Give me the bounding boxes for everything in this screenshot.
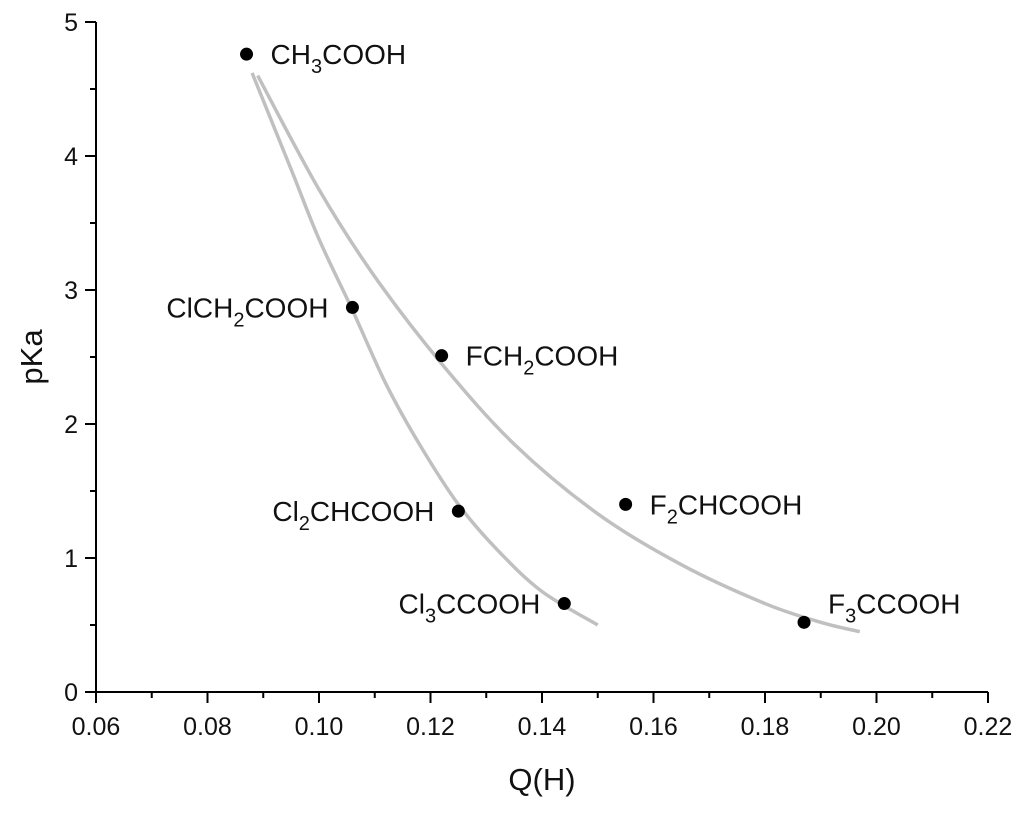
point-label-Cl3CCOOH: Cl3CCOOH	[398, 589, 540, 628]
y-axis-title: pKa	[14, 329, 49, 385]
chloro-fit-curve	[250, 72, 599, 627]
data-point-Cl3CCOOH	[557, 597, 571, 611]
point-label-Cl2CHCOOH: Cl2CHCOOH	[272, 496, 434, 535]
label-text: FCH	[466, 341, 524, 372]
x-tick-label: 0.18	[741, 713, 790, 741]
point-labels: CH3COOHClCH2COOHFCH2COOHCl2CHCOOHCl3CCOO…	[166, 39, 960, 627]
data-point-FCH2COOH	[435, 349, 449, 363]
x-tick-label: 0.20	[852, 713, 901, 741]
x-ticks: 0.06 0.08 0.10 0.12 0.14 0.16 0.18 0.20 0.22	[72, 692, 1013, 741]
label-text: COOH	[244, 292, 328, 323]
y-ticks: 0 1 2 3 4 5	[64, 9, 96, 707]
x-tick-label: 0.06	[72, 713, 121, 741]
y-tick-label: 1	[64, 545, 78, 573]
label-subscript: 3	[311, 56, 322, 78]
fit-curves	[250, 72, 861, 634]
label-subscript: 2	[233, 309, 244, 331]
label-text: Cl	[398, 589, 424, 620]
label-text: CCOOH	[436, 589, 540, 620]
data-points	[240, 47, 811, 629]
data-point-Cl2CHCOOH	[451, 504, 465, 518]
y-tick-label: 5	[64, 9, 78, 37]
y-tick-label: 2	[64, 411, 78, 439]
label-subscript: 3	[425, 606, 436, 628]
x-tick-label: 0.10	[295, 713, 344, 741]
point-label-CH3COOH: CH3COOH	[271, 39, 407, 78]
x-axis-title: Q(H)	[508, 762, 575, 797]
data-point-CH3COOH	[240, 47, 254, 61]
x-tick-label: 0.14	[518, 713, 567, 741]
y-tick-label: 4	[64, 143, 78, 171]
label-text: ClCH	[166, 292, 233, 323]
x-tick-label: 0.16	[629, 713, 678, 741]
label-text: Cl	[272, 496, 298, 527]
point-label-F3CCOOH: F3CCOOH	[828, 588, 960, 627]
y-tick-label: 3	[64, 277, 78, 305]
label-text: COOH	[322, 39, 406, 70]
label-text: F	[828, 588, 845, 619]
x-tick-label: 0.12	[406, 713, 455, 741]
label-text: F	[650, 489, 667, 520]
data-point-F2CHCOOH	[619, 497, 633, 511]
label-text: CCOOH	[856, 588, 960, 619]
point-label-F2CHCOOH: F2CHCOOH	[650, 489, 803, 528]
label-subscript: 2	[523, 358, 534, 380]
fluoro-fit-curve	[256, 74, 861, 634]
y-tick-label: 0	[64, 679, 78, 707]
label-text: CHCOOH	[678, 489, 802, 520]
x-tick-label: 0.08	[183, 713, 232, 741]
label-subscript: 2	[667, 506, 678, 528]
data-point-ClCH2COOH	[345, 300, 359, 314]
data-point-F3CCOOH	[797, 615, 811, 629]
label-subscript: 2	[299, 513, 310, 535]
point-label-FCH2COOH: FCH2COOH	[466, 341, 619, 380]
label-text: COOH	[534, 341, 618, 372]
label-subscript: 3	[845, 605, 856, 627]
label-text: CH	[271, 39, 311, 70]
label-text: CHCOOH	[310, 496, 434, 527]
point-label-ClCH2COOH: ClCH2COOH	[166, 292, 328, 331]
x-tick-label: 0.22	[964, 713, 1013, 741]
